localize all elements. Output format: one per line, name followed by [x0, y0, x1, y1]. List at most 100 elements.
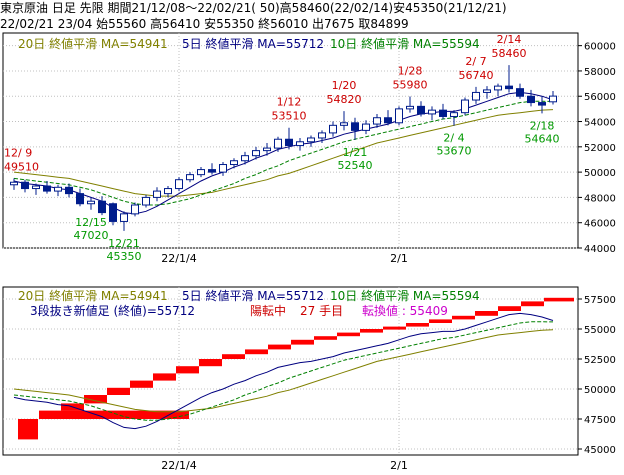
annotation-value: 53670: [437, 145, 472, 158]
candle-down: [538, 102, 546, 106]
main-x-tick-label: 22/1/4: [161, 252, 196, 265]
sub-ma5-line: [13, 312, 554, 430]
candle-down: [76, 193, 84, 205]
annotation-date: 1/28: [398, 64, 423, 77]
candle-up: [186, 174, 194, 181]
main-legend-ma20: 20日 終値平滑 MA=54941: [18, 36, 168, 51]
brick-up: [107, 387, 130, 395]
candle-up: [120, 213, 128, 222]
main-y-tick-label: 52000: [584, 143, 616, 154]
annotation-date: 12/21: [108, 237, 140, 250]
candle-up: [483, 89, 491, 93]
brick-up: [498, 306, 521, 311]
sub-y-tick-label: 55000: [584, 325, 616, 336]
brick-up: [39, 410, 189, 419]
chart-header: 東京原油 日足 先限 期間21/12/08～22/02/21( 50)高5846…: [0, 0, 624, 32]
main-y-tick-label: 56000: [584, 92, 616, 103]
annotation-date: 2/14: [497, 33, 522, 46]
brick-down: [18, 419, 38, 440]
annotation-date: 2/ 7: [465, 55, 486, 68]
candle-up: [472, 91, 480, 101]
candle-down: [516, 88, 524, 97]
candle-down: [65, 186, 73, 195]
candle-down: [21, 181, 29, 190]
candle-up: [461, 99, 469, 114]
brick-up: [383, 326, 406, 330]
candle-up: [10, 181, 18, 186]
main-y-tick-label: 54000: [584, 118, 616, 129]
sub-y-tick-label: 47500: [584, 415, 616, 426]
brick-up: [268, 344, 291, 350]
main-legend-ma5: 5日 終値平滑 MA=55712: [182, 36, 324, 51]
candle-down: [384, 117, 392, 124]
candle-up: [54, 186, 62, 192]
annotation-value: 47020: [74, 229, 109, 242]
brick-up: [429, 319, 452, 323]
annotation-value: 58460: [492, 47, 527, 60]
candle-up: [307, 137, 315, 143]
sub-status-label: 陽転中: [250, 303, 286, 318]
annotation-date: 12/ 9: [4, 146, 32, 159]
sub-x-tick-label: 2/1: [390, 459, 408, 472]
sub-legend-ma5: 5日 終値平滑 MA=55712: [182, 288, 324, 303]
candle-down: [43, 185, 51, 192]
candle-up: [131, 204, 139, 215]
candle-up: [450, 112, 458, 117]
candle-up: [241, 155, 249, 162]
candle-down: [439, 109, 447, 117]
sub-y-tick-label: 50000: [584, 385, 616, 396]
sub-x-tick-label: 22/1/4: [161, 459, 196, 472]
candle-down: [417, 105, 425, 115]
annotation-value: 52540: [338, 159, 373, 172]
candle-up: [142, 196, 150, 206]
candle-down: [285, 138, 293, 147]
sub-y-tick-label: 52500: [584, 355, 616, 366]
candle-up: [329, 124, 337, 134]
sub-pivot-label: 転換値 : 55409: [362, 303, 448, 318]
candle-up: [494, 85, 502, 91]
latest-bar-summary: 22/02/21 23/04 始55560 高56410 安55350 終560…: [0, 17, 409, 31]
sub-legend-ma20: 20日 終値平滑 MA=54941: [18, 288, 168, 303]
candle-down: [505, 85, 513, 90]
sub-legend-ma10: 10日 終値平滑 MA=55594: [330, 288, 480, 303]
candle-up: [175, 179, 183, 190]
main-y-tick-label: 46000: [584, 219, 616, 230]
brick-up: [222, 354, 245, 359]
annotation-date: 1/12: [277, 96, 302, 109]
sub-y-tick-label: 45000: [584, 445, 616, 456]
candle-down: [351, 122, 359, 131]
candle-up: [362, 123, 370, 131]
brick-up: [176, 366, 199, 374]
brick-up: [406, 323, 429, 327]
annotation-value: 54640: [525, 132, 560, 145]
candle-up: [549, 95, 557, 103]
sub-count-label: 27 手目: [300, 304, 343, 318]
sub-method-label: 3段抜き新値足 (終値)=55712: [30, 303, 195, 318]
candle-up: [318, 132, 326, 139]
brick-up: [337, 332, 360, 337]
main-x-tick-label: 2/1: [390, 252, 408, 265]
annotation-value: 54820: [327, 93, 362, 106]
main-ma10-line: [13, 100, 554, 206]
sub-ma20-line: [13, 329, 554, 413]
candle-down: [109, 203, 117, 222]
brick-up: [199, 359, 222, 367]
brick-up: [360, 329, 383, 333]
candle-up: [164, 188, 172, 195]
annotation-value: 53510: [272, 110, 307, 123]
candle-up: [197, 169, 205, 176]
annotation-value: 55980: [393, 78, 428, 91]
annotation-value: 45350: [107, 250, 142, 263]
candle-up: [340, 122, 348, 126]
main-ma20-line: [13, 109, 554, 197]
candle-up: [395, 108, 403, 124]
brick-up: [521, 301, 544, 307]
main-y-tick-label: 58000: [584, 67, 616, 78]
brick-up: [130, 380, 153, 388]
brick-up: [314, 336, 337, 340]
candle-up: [406, 105, 414, 110]
brick-up: [475, 311, 498, 316]
main-y-tick-label: 48000: [584, 193, 616, 204]
brick-up: [153, 373, 176, 381]
